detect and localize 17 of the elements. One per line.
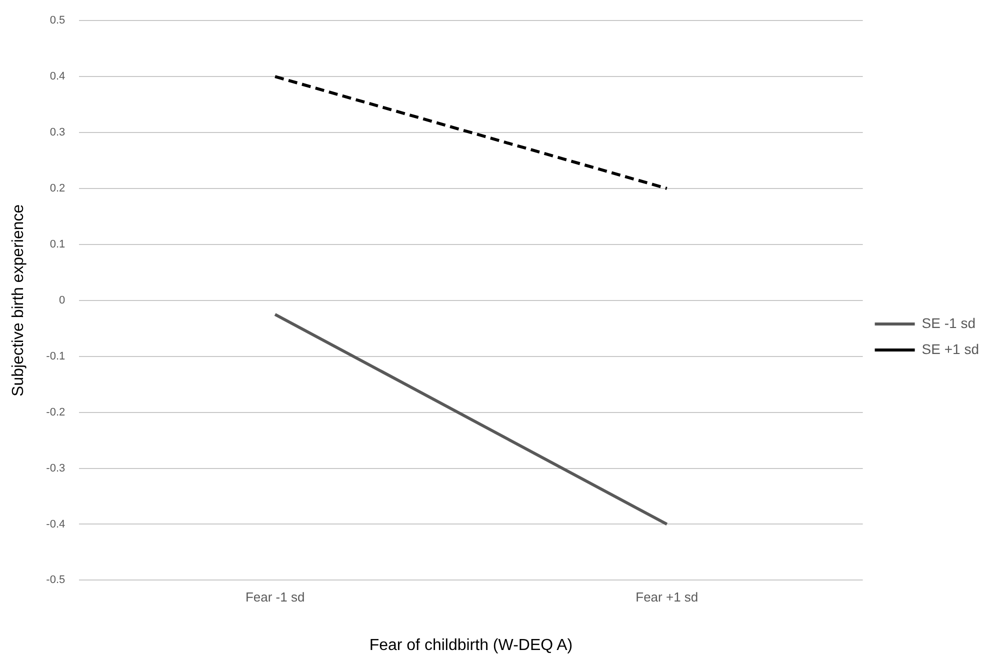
y-tick-label: 0.1 [50, 238, 66, 250]
y-tick-label: 0.2 [50, 182, 66, 195]
y-tick-label: -0.5 [46, 574, 66, 586]
legend-label: SE -1 sd [922, 314, 976, 331]
y-axis-title: Subjective birth experience [10, 204, 28, 396]
y-tick-label: 0.4 [50, 70, 66, 83]
y-tick-label: 0.3 [50, 126, 66, 139]
x-axis-title: Fear of childbirth (W-DEQ A) [369, 636, 573, 654]
legend-label: SE +1 sd [922, 340, 979, 357]
y-tick-label: 0.5 [50, 14, 66, 27]
x-tick-label: Fear -1 sd [245, 590, 305, 605]
y-tick-label: -0.1 [46, 350, 66, 362]
y-tick-label: -0.2 [46, 406, 66, 418]
x-tick-label: Fear +1 sd [636, 590, 698, 605]
y-tick-label: -0.3 [46, 462, 66, 474]
y-tick-label: -0.4 [46, 518, 66, 530]
y-tick-label: 0 [59, 294, 66, 306]
